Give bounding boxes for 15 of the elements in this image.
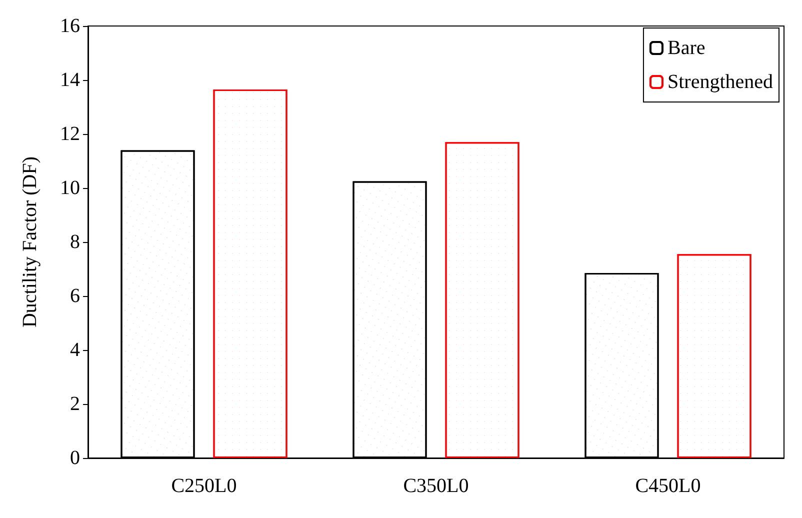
legend-label: Strengthened: [667, 71, 774, 93]
x-tick-label: C450L0: [635, 475, 701, 497]
y-tick-label: 14: [60, 69, 80, 91]
y-tick-label: 16: [60, 15, 80, 37]
y-tick-label: 6: [70, 285, 80, 307]
y-tick-label: 2: [70, 393, 80, 415]
y-tick-label: 12: [60, 123, 80, 145]
legend-label: Bare: [667, 37, 706, 59]
y-tick-label: 10: [60, 177, 80, 199]
y-tick-label: 4: [70, 339, 80, 361]
x-tick-label: C250L0: [171, 475, 237, 497]
x-tick-label: C350L0: [403, 475, 469, 497]
y-tick-label: 0: [70, 447, 80, 469]
y-tick-label: 8: [70, 231, 80, 253]
y-axis-title: Ductility Factor (DF): [19, 156, 41, 328]
